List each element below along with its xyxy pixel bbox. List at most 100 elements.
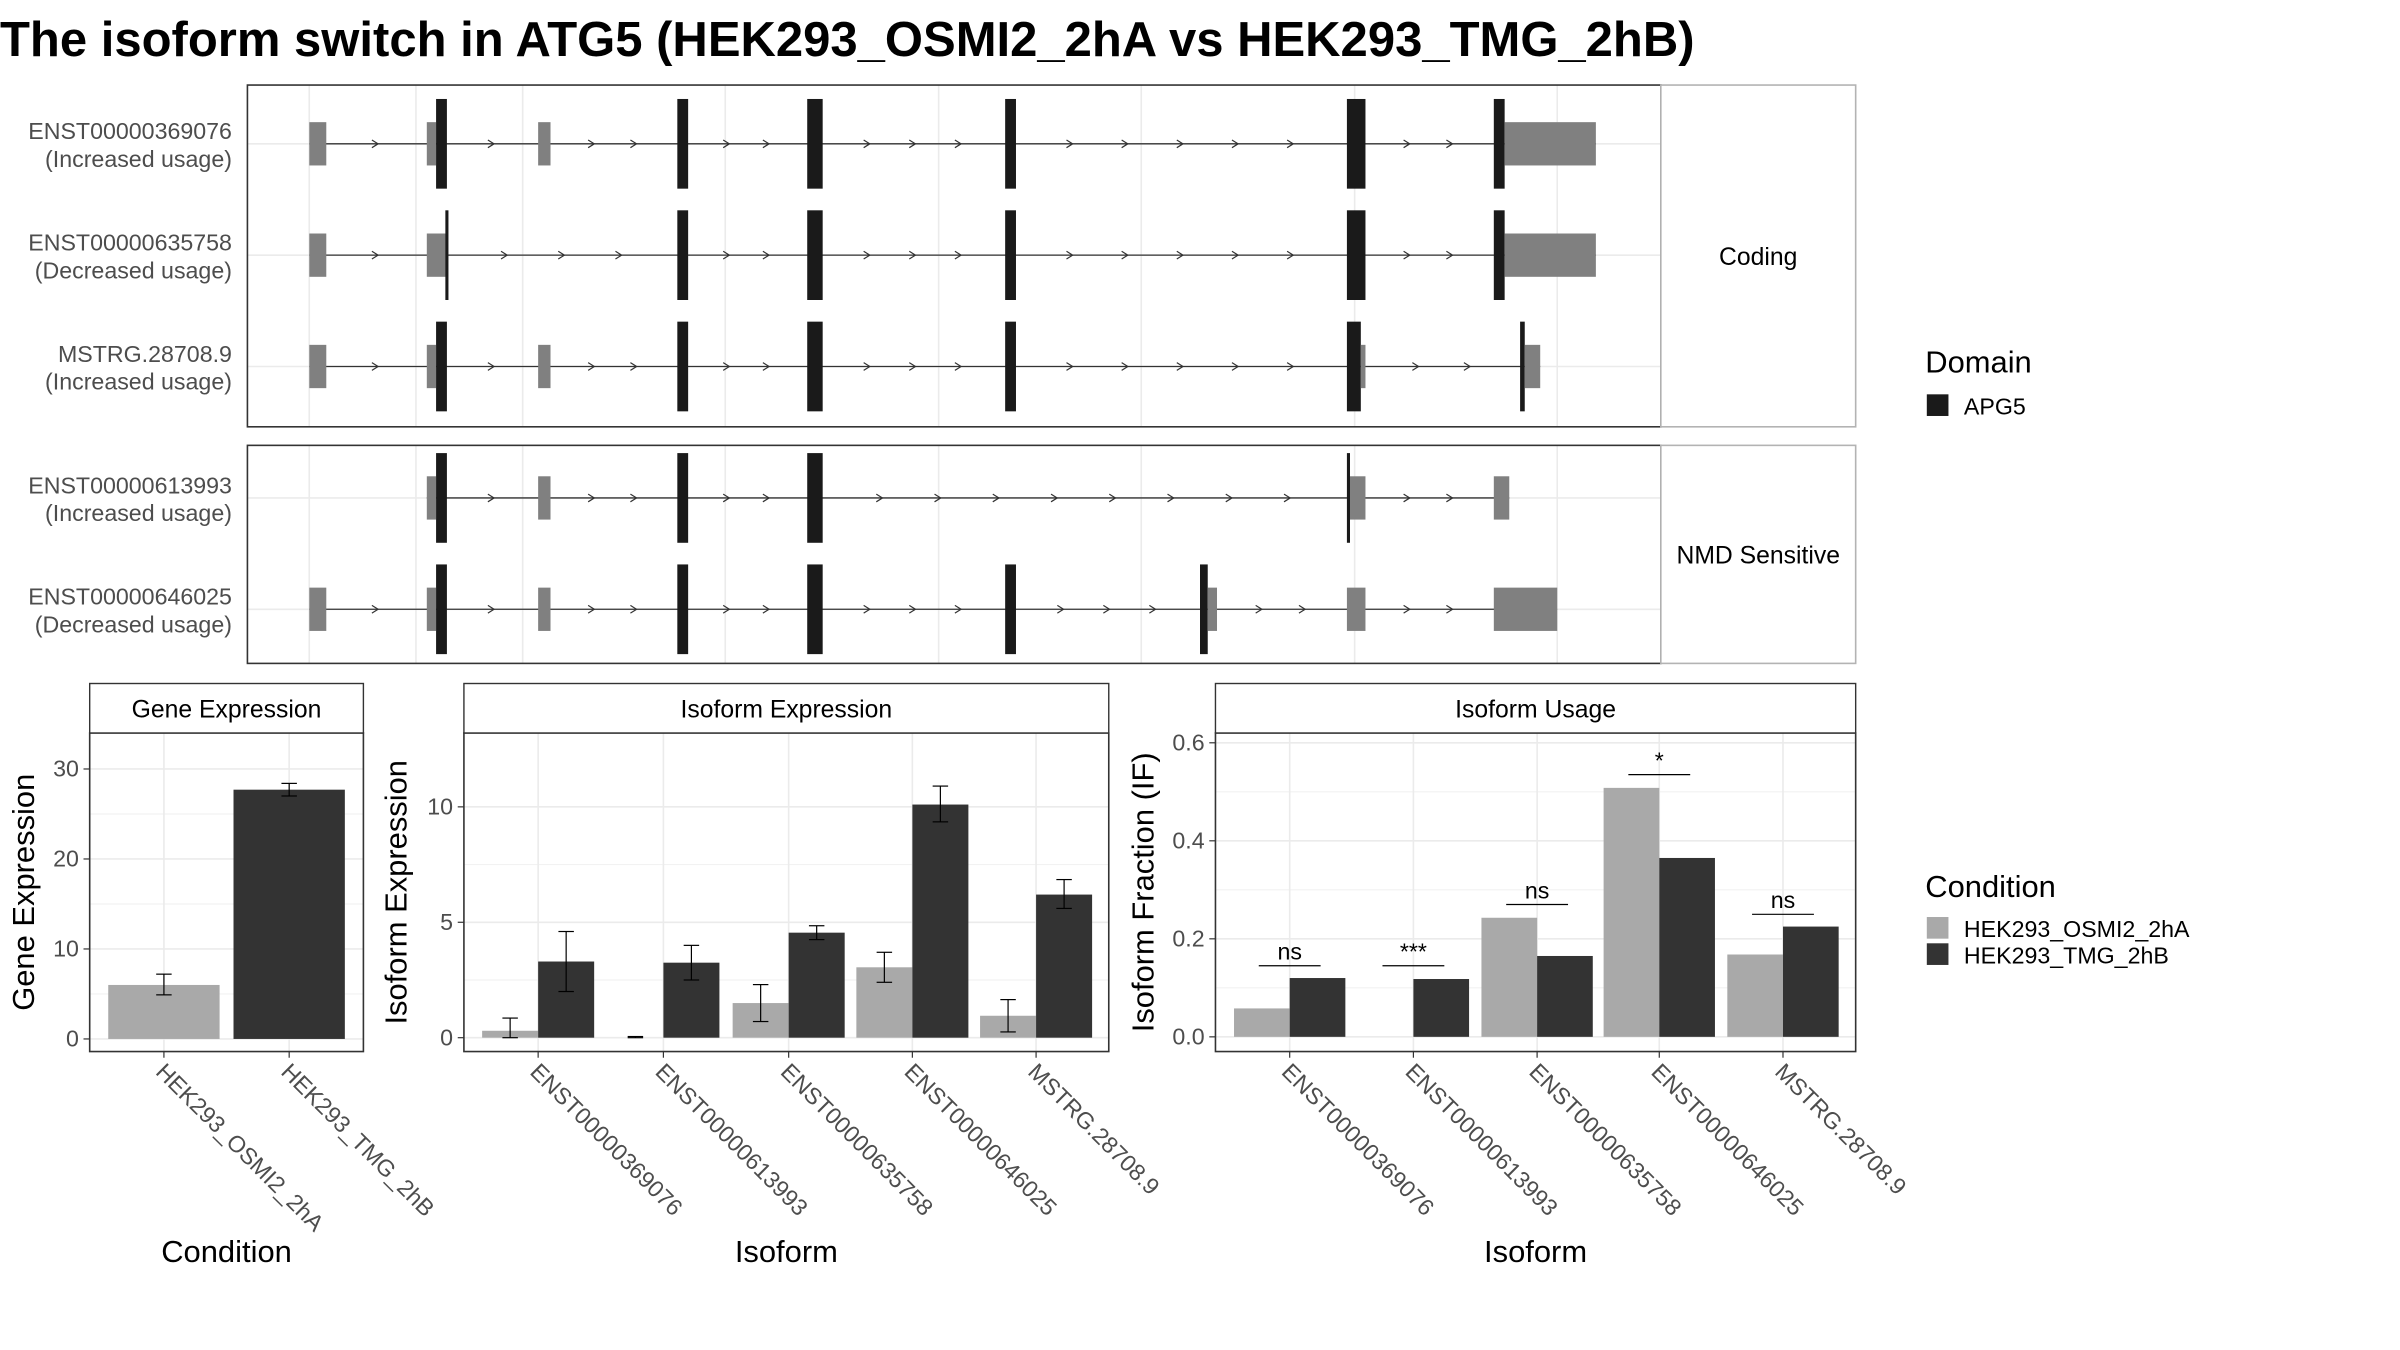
intron-direction-arrow xyxy=(762,250,771,260)
intron-direction-arrow xyxy=(1108,493,1117,503)
structure-panel-1: ENST00000369076(Increased usage)ENST0000… xyxy=(28,84,1857,428)
intron-direction-arrow xyxy=(992,493,1001,503)
intron-direction-arrow xyxy=(1446,493,1454,503)
y-axis-title: Isoform Fraction (IF) xyxy=(1126,752,1161,1032)
intron-direction-arrow xyxy=(1121,139,1129,149)
x-axis-title: Isoform xyxy=(1484,1234,1587,1269)
intron-direction-arrow xyxy=(1103,604,1111,614)
y-tick-label: 30 xyxy=(53,756,79,782)
intron-direction-arrow xyxy=(1446,139,1454,149)
x-axis-title: Condition xyxy=(161,1234,292,1269)
condition-legend-key xyxy=(1926,917,1949,939)
exon-domain xyxy=(1005,564,1016,655)
y-axis-title: Isoform Expression xyxy=(379,760,414,1025)
exon-utr xyxy=(538,122,551,166)
exon-utr xyxy=(1504,122,1596,166)
structure-strip xyxy=(1660,84,1857,428)
intron-direction-arrow xyxy=(1231,250,1240,260)
intron-direction-arrow xyxy=(1057,604,1065,614)
intron-direction-arrow xyxy=(615,250,623,260)
exon-domain xyxy=(1200,564,1208,655)
exon-domain xyxy=(677,210,689,300)
intron-direction-arrow xyxy=(722,604,731,614)
condition-legend-label: HEK293_OSMI2_2hA xyxy=(1964,916,2190,942)
transcript-usage-label: (Increased usage) xyxy=(45,146,232,172)
exon-domain xyxy=(436,564,447,655)
exon-utr xyxy=(1493,587,1558,631)
bar-panel-2: ENST00000369076ENST00000613993ENST000006… xyxy=(379,682,1165,1269)
intron-direction-arrow xyxy=(1286,139,1295,149)
transcript-usage-label: (Increased usage) xyxy=(45,500,232,526)
intron-direction-arrow xyxy=(762,493,771,503)
bar-HEK293_TMG_2hB xyxy=(912,804,969,1038)
exon-utr xyxy=(426,233,447,277)
intron-direction-arrow xyxy=(487,139,496,149)
intron-direction-arrow xyxy=(875,493,884,503)
significance-label: ns xyxy=(1771,887,1796,913)
intron-direction-arrow xyxy=(1231,362,1240,371)
bar-HEK293_OSMI2_2hA xyxy=(1727,954,1783,1037)
y-axis-title: Gene Expression xyxy=(6,774,41,1011)
intron-direction-arrow xyxy=(1403,250,1411,260)
intron-direction-arrow xyxy=(762,362,771,371)
intron-direction-arrow xyxy=(1066,362,1074,371)
intron-direction-arrow xyxy=(1176,362,1185,371)
exon-domain xyxy=(807,564,823,655)
bar-HEK293_TMG_2hB xyxy=(233,789,345,1039)
condition-legend-title: Condition xyxy=(1925,869,2056,904)
intron-direction-arrow xyxy=(630,362,638,371)
transcript-usage-label: (Increased usage) xyxy=(45,369,232,395)
intron-direction-arrow xyxy=(722,362,731,371)
intron-direction-arrow xyxy=(954,604,963,614)
exon-utr xyxy=(426,122,437,166)
domain-legend-key xyxy=(1926,394,1949,416)
intron-direction-arrow xyxy=(1412,362,1420,371)
exon-domain xyxy=(677,98,689,189)
exon-domain xyxy=(1005,210,1016,300)
exon-utr xyxy=(538,344,551,389)
bar-HEK293_TMG_2hB xyxy=(1782,926,1839,1037)
domain-legend-title: Domain xyxy=(1925,345,2032,380)
y-tick-label: 0.4 xyxy=(1172,828,1204,854)
bar-panel-3: nsENST00000369076***ENST00000613993nsENS… xyxy=(1126,682,1912,1269)
exon-utr xyxy=(1346,587,1366,631)
exon-domain xyxy=(1346,321,1361,412)
exon-utr xyxy=(1350,476,1366,520)
bar-strip-title: Gene Expression xyxy=(132,697,322,724)
intron-direction-arrow xyxy=(1283,493,1292,503)
y-tick-label: 10 xyxy=(53,936,79,962)
significance-label: ns xyxy=(1525,877,1550,903)
intron-direction-arrow xyxy=(1403,493,1411,503)
intron-direction-arrow xyxy=(587,139,596,149)
condition-legend-key xyxy=(1926,943,1949,965)
y-tick-label: 0.6 xyxy=(1172,730,1204,756)
intron-direction-arrow xyxy=(587,604,596,614)
intron-direction-arrow xyxy=(1403,139,1411,149)
bar-strip-title: Isoform Usage xyxy=(1455,697,1616,724)
intron-direction-arrow xyxy=(1446,604,1454,614)
bar-HEK293_TMG_2hB xyxy=(1289,978,1346,1037)
bar-HEK293_OSMI2_2hA xyxy=(1603,787,1660,1037)
intron-direction-arrow xyxy=(1176,250,1185,260)
structure-strip-label: Coding xyxy=(1719,244,1797,271)
intron-direction-arrow xyxy=(500,250,509,260)
y-tick-label: 0 xyxy=(66,1026,79,1052)
intron-direction-arrow xyxy=(863,250,871,260)
domain-legend: Domain APG5 xyxy=(1925,345,2032,420)
exon-utr xyxy=(1493,476,1510,520)
exon-utr xyxy=(1524,344,1541,389)
intron-direction-arrow xyxy=(557,250,566,260)
intron-direction-arrow xyxy=(1225,493,1234,503)
intron-direction-arrow xyxy=(371,250,380,260)
intron-direction-arrow xyxy=(1286,362,1295,371)
exon-domain xyxy=(1346,210,1366,300)
intron-direction-arrow xyxy=(630,493,638,503)
intron-direction-arrow xyxy=(1446,250,1454,260)
bar-strip xyxy=(88,682,365,734)
intron-direction-arrow xyxy=(954,362,963,371)
intron-direction-arrow xyxy=(371,139,380,149)
exon-utr xyxy=(1504,233,1596,277)
intron-direction-arrow xyxy=(1403,604,1411,614)
y-tick-label: 10 xyxy=(427,794,453,820)
